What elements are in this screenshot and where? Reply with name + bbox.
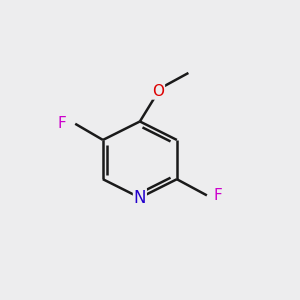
Text: O: O: [152, 84, 164, 99]
Text: N: N: [134, 189, 146, 207]
Text: F: F: [57, 116, 66, 131]
Text: F: F: [214, 188, 223, 203]
